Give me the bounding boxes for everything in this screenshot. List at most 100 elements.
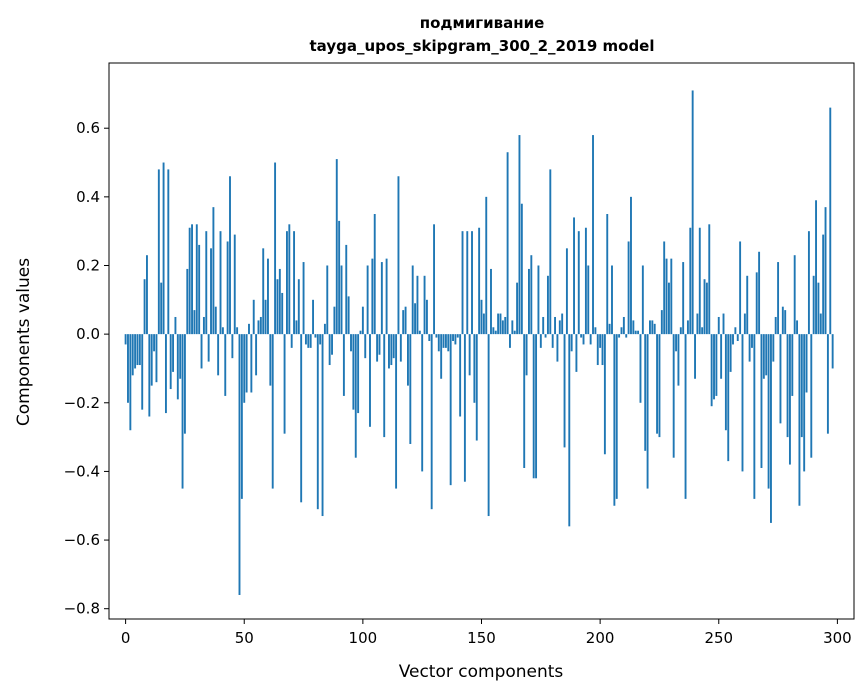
bar-1 (127, 334, 129, 403)
bar-281 (791, 334, 794, 396)
bar-32 (200, 334, 203, 369)
bar-170 (528, 268, 530, 335)
bar-67 (283, 334, 286, 434)
bar-282 (793, 255, 796, 335)
bar-12 (153, 334, 156, 352)
bar-156 (494, 330, 497, 335)
bar-253 (724, 334, 727, 431)
chart-title-line2: tayga_upos_skipgram_300_2_2019 model (310, 37, 655, 55)
bar-51 (245, 334, 248, 393)
bar-142 (461, 231, 464, 335)
bar-127 (425, 299, 428, 335)
bar-58 (262, 248, 265, 335)
bar-68 (286, 231, 288, 335)
bar-20 (172, 334, 175, 372)
bar-13 (155, 334, 158, 383)
bar-187 (568, 334, 571, 527)
bar-88 (333, 306, 336, 335)
bar-60 (267, 258, 269, 335)
bar-201 (601, 334, 604, 366)
bar-152 (485, 196, 488, 335)
bar-93 (345, 244, 348, 335)
bar-286 (803, 334, 806, 472)
x-tick-label: 300 (823, 629, 852, 647)
bar-270 (765, 334, 768, 376)
bar-243 (701, 327, 704, 335)
bar-96 (352, 334, 355, 410)
bar-49 (240, 334, 243, 499)
bar-216 (637, 330, 640, 335)
bar-159 (501, 320, 504, 335)
bar-112 (390, 334, 393, 366)
bar-200 (599, 334, 602, 348)
bar-280 (788, 334, 791, 465)
bar-185 (563, 334, 566, 448)
x-tick-label: 250 (704, 629, 733, 647)
bar-259 (739, 241, 742, 335)
bar-52 (248, 323, 250, 335)
bar-276 (779, 334, 782, 424)
bar-261 (743, 313, 746, 335)
bar-195 (587, 265, 590, 335)
bar-31 (198, 244, 201, 335)
bar-158 (499, 313, 502, 335)
bar-141 (459, 334, 462, 417)
bar-124 (418, 330, 421, 335)
bar-131 (435, 334, 438, 338)
bar-106 (376, 334, 379, 362)
bar-224 (656, 334, 659, 434)
bar-41 (221, 327, 224, 335)
bar-23 (179, 334, 182, 379)
bar-92 (342, 334, 345, 396)
bar-166 (518, 135, 521, 335)
bar-157 (497, 313, 500, 335)
bar-211 (625, 334, 628, 338)
bar-91 (340, 265, 343, 335)
bar-136 (447, 334, 450, 352)
bar-66 (281, 292, 284, 335)
bar-223 (653, 323, 656, 335)
bar-284 (798, 334, 801, 506)
bar-231 (672, 334, 675, 458)
bar-86 (328, 334, 331, 366)
bar-109 (383, 334, 386, 438)
bar-220 (646, 334, 649, 489)
bar-207 (615, 334, 618, 499)
bar-64 (276, 279, 279, 335)
bar-162 (509, 334, 511, 348)
bar-160 (504, 316, 507, 335)
bar-0 (124, 334, 127, 345)
bar-115 (397, 176, 400, 335)
y-axis-title: Components values (14, 258, 34, 426)
bar-235 (682, 262, 685, 335)
bar-287 (805, 334, 808, 393)
bar-171 (530, 255, 533, 335)
bar-104 (371, 258, 374, 335)
y-tick-label: −0.8 (64, 600, 100, 618)
bar-4 (134, 334, 137, 369)
bar-174 (537, 265, 540, 335)
bar-251 (720, 334, 723, 379)
bar-69 (288, 224, 291, 335)
bar-139 (454, 334, 457, 345)
bar-146 (471, 231, 473, 335)
bar-118 (404, 306, 407, 335)
bar-113 (392, 334, 395, 359)
bar-47 (236, 327, 239, 335)
bar-226 (660, 310, 663, 335)
bar-33 (202, 316, 205, 335)
bar-45 (231, 334, 234, 359)
bar-191 (577, 231, 580, 335)
bar-128 (428, 334, 431, 341)
bar-126 (423, 275, 426, 335)
plot-frame (108, 62, 855, 620)
bar-17 (164, 334, 167, 414)
bar-227 (663, 241, 666, 335)
bar-204 (608, 323, 611, 335)
bar-193 (582, 334, 585, 345)
bar-291 (815, 200, 817, 335)
bar-180 (551, 334, 554, 348)
bar-189 (573, 217, 575, 335)
bar-39 (217, 334, 220, 376)
bar-75 (302, 262, 305, 335)
